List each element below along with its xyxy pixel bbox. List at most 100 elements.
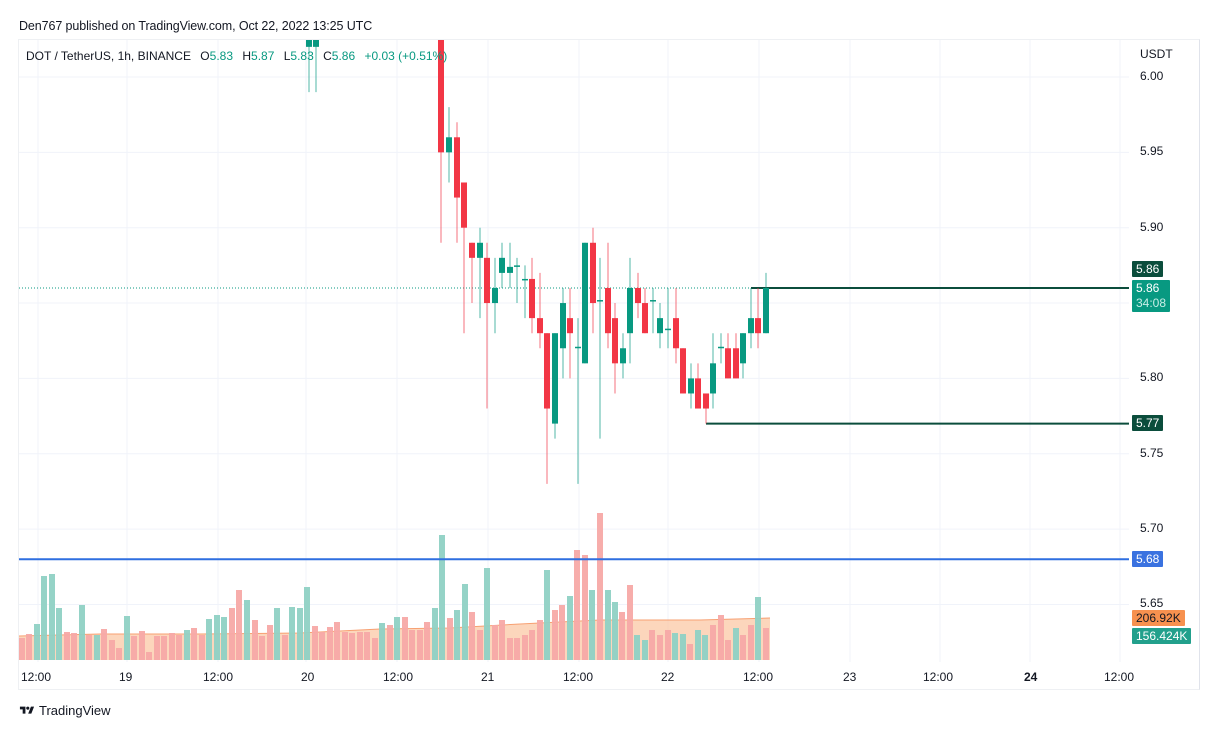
- volume-bar: [146, 652, 152, 660]
- volume-bar: [740, 635, 746, 660]
- candle-body: [755, 318, 761, 334]
- volume-bar: [529, 630, 535, 660]
- volume-bar: [131, 636, 137, 660]
- change-value: +0.03 (+0.51%): [364, 49, 448, 63]
- volume-bar: [597, 513, 603, 660]
- volume-bar: [552, 610, 558, 660]
- candle-body: [454, 137, 460, 198]
- volume-bar: [297, 608, 303, 660]
- open-label: O: [200, 49, 210, 63]
- volume-bar: [665, 630, 671, 660]
- volume-bar: [522, 635, 528, 660]
- volume-bar: [672, 633, 678, 660]
- candle-body: [560, 303, 566, 349]
- low-level-tag: 5.77: [1132, 415, 1164, 431]
- volume-bar: [507, 638, 513, 660]
- tradingview-logo-icon: [19, 706, 35, 714]
- candle-body: [605, 287, 611, 334]
- time-tick: 12:00: [383, 670, 414, 684]
- time-tick: 24: [1024, 670, 1038, 684]
- volume-bar: [184, 630, 190, 660]
- candle-body: [740, 333, 746, 364]
- candle-body: [725, 348, 731, 379]
- low-value: 5.83: [290, 49, 314, 63]
- volume-bar: [109, 640, 115, 660]
- volume-bar: [619, 612, 625, 660]
- price-tick: 5.75: [1140, 445, 1164, 460]
- volume-bar: [94, 635, 100, 660]
- volume-bar: [657, 635, 663, 660]
- volume-bar: [687, 644, 693, 660]
- volume-bar: [537, 620, 543, 660]
- volume-bar: [748, 625, 754, 660]
- last-price-value: 5.86: [1136, 281, 1160, 295]
- candle-body: [597, 300, 603, 302]
- candle-body: [438, 40, 444, 153]
- volume-bar: [206, 619, 212, 660]
- candle-body: [575, 346, 581, 349]
- volume-bar: [304, 587, 310, 660]
- price-tick: 6.00: [1140, 69, 1164, 83]
- volume-bar: [589, 590, 595, 660]
- volume-bar: [19, 638, 25, 660]
- volume-bar: [514, 638, 520, 660]
- footer-brand: TradingView: [19, 703, 111, 718]
- volume-bar: [574, 550, 580, 660]
- volume-bar: [680, 634, 686, 660]
- volume-bar: [169, 633, 175, 660]
- volume-bar: [56, 608, 62, 660]
- volume-bar: [627, 585, 633, 660]
- volume-bar: [447, 618, 453, 660]
- candle-body: [665, 328, 671, 331]
- volume-bar: [86, 635, 92, 660]
- volume-bar: [244, 600, 250, 660]
- candle-body: [552, 333, 558, 424]
- price-tick: 5.70: [1140, 521, 1164, 536]
- volume-bar: [26, 634, 32, 660]
- volume-bar: [34, 624, 40, 660]
- candle-body: [567, 318, 573, 334]
- candle-body: [710, 363, 716, 394]
- candle-body: [582, 242, 588, 364]
- candle-body: [688, 378, 694, 394]
- price-tick: 5.80: [1140, 370, 1164, 385]
- volume-bar: [139, 631, 145, 660]
- volume-bar: [462, 584, 468, 660]
- candle-body: [703, 393, 709, 409]
- volume-bar: [154, 636, 160, 660]
- volume-bar: [334, 622, 340, 660]
- candle-body: [522, 278, 528, 281]
- volume-bar: [484, 568, 490, 660]
- volume-bar: [64, 632, 70, 660]
- volume-bar: [267, 625, 273, 660]
- candle-body: [680, 348, 686, 394]
- candle-body: [657, 318, 663, 334]
- volume-bar: [116, 648, 122, 660]
- candle-body: [313, 40, 319, 47]
- candle-body: [718, 346, 724, 349]
- volume-bar: [161, 636, 167, 660]
- candle-body: [306, 40, 312, 47]
- volume-bar: [221, 617, 227, 660]
- volume-bar: [259, 636, 265, 660]
- volume-ma-tag: 206.92K: [1132, 610, 1185, 626]
- volume-bar: [236, 590, 242, 660]
- symbol-title[interactable]: DOT / TetherUS, 1h, BINANCE: [26, 49, 191, 63]
- candle-body: [748, 318, 754, 334]
- currency-label: USDT: [1140, 47, 1173, 61]
- candle-body: [635, 287, 641, 304]
- bar-countdown: 34:08: [1136, 296, 1167, 310]
- volume-bar: [252, 620, 258, 660]
- time-tick: 19: [119, 670, 133, 684]
- price-tick: 5.95: [1140, 144, 1164, 159]
- volume-bar: [477, 630, 483, 660]
- time-tick: 12:00: [1104, 670, 1135, 684]
- volume-bar: [319, 632, 325, 660]
- last-price-tag: 5.86 34:08: [1132, 280, 1171, 312]
- candle-body: [620, 348, 626, 364]
- volume-bar: [469, 612, 475, 660]
- volume-bar: [274, 608, 280, 660]
- footer-brand-label: TradingView: [39, 703, 111, 718]
- candle-body: [492, 287, 498, 304]
